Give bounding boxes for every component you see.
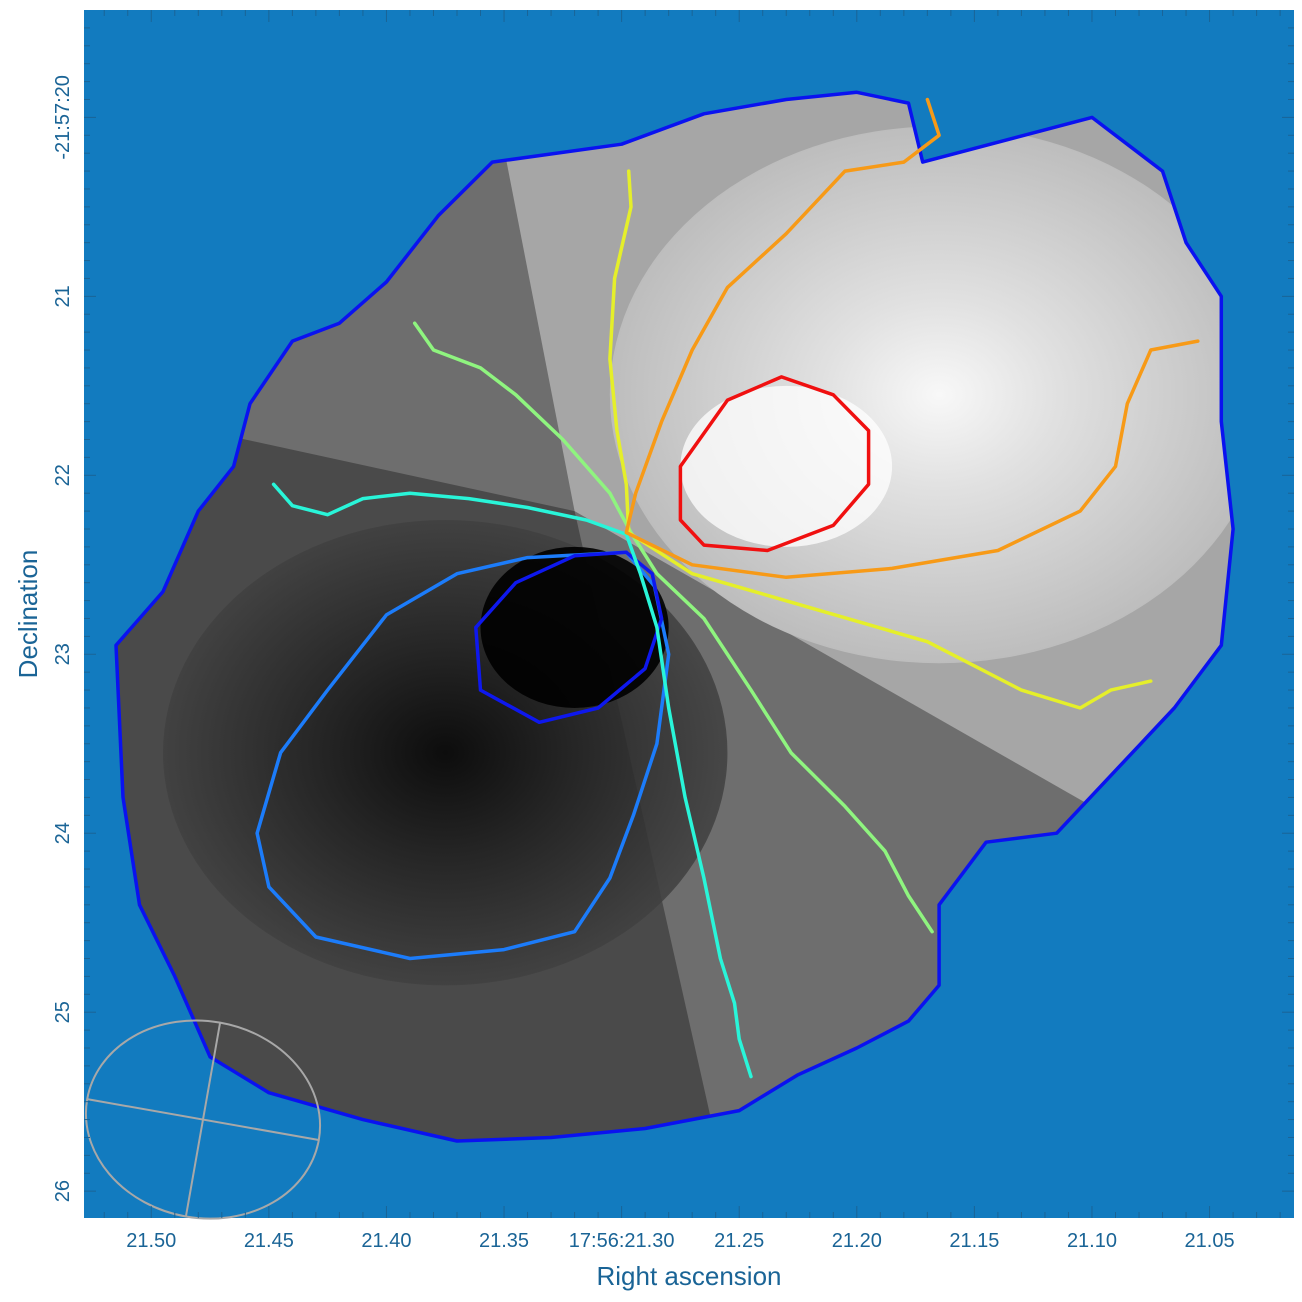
image-dark-peak	[480, 546, 669, 708]
y-tick-label: 21	[52, 285, 74, 307]
x-tick-label: 17:56:21.30	[569, 1230, 675, 1252]
beam-minor-axis	[184, 1022, 222, 1217]
y-tick-label: 25	[52, 1001, 74, 1023]
y-axis-title: Declination	[13, 550, 43, 679]
axis-ticks	[84, 10, 1294, 1218]
y-tick-label: 22	[52, 464, 74, 486]
x-tick-label: 21.40	[361, 1230, 411, 1252]
x-tick-label: 21.50	[126, 1230, 176, 1252]
x-tick-label: 21.25	[714, 1230, 764, 1252]
beam-ellipse	[84, 1019, 322, 1220]
x-tick-labels: 21.50 21.45 21.40 21.35 17:56:21.30 21.25 21.2…	[126, 1230, 1234, 1252]
contour-2	[255, 550, 671, 961]
contour-8	[678, 375, 871, 553]
y-tick-label: 26	[52, 1180, 74, 1202]
contour-1	[114, 90, 1235, 1143]
contour-5	[412, 321, 934, 934]
image-bright-peak	[680, 385, 893, 547]
x-tick-label: 21.20	[832, 1230, 882, 1252]
y-tick-label: -21:57:20	[52, 75, 74, 160]
x-tick-label: 21.10	[1067, 1230, 1117, 1252]
y-tick-label: 23	[52, 643, 74, 665]
x-tick-label: 21.15	[949, 1230, 999, 1252]
grayscale-image	[116, 92, 1234, 1141]
x-axis-title: Right ascension	[597, 1261, 782, 1291]
x-tick-label: 21.45	[244, 1230, 294, 1252]
contour-3	[474, 550, 664, 725]
image-bright-lobe	[609, 126, 1234, 664]
x-tick-label: 21.35	[479, 1230, 529, 1252]
contour-6	[608, 169, 1153, 710]
contour-7	[624, 97, 1200, 580]
x-tick-label: 21.05	[1185, 1230, 1235, 1252]
y-tick-label: 24	[52, 822, 74, 844]
contour-lines	[114, 90, 1235, 1143]
y-tick-labels: -21:57:20 21 22 23 24 25 26	[52, 75, 74, 1202]
contour-4	[271, 482, 753, 1079]
